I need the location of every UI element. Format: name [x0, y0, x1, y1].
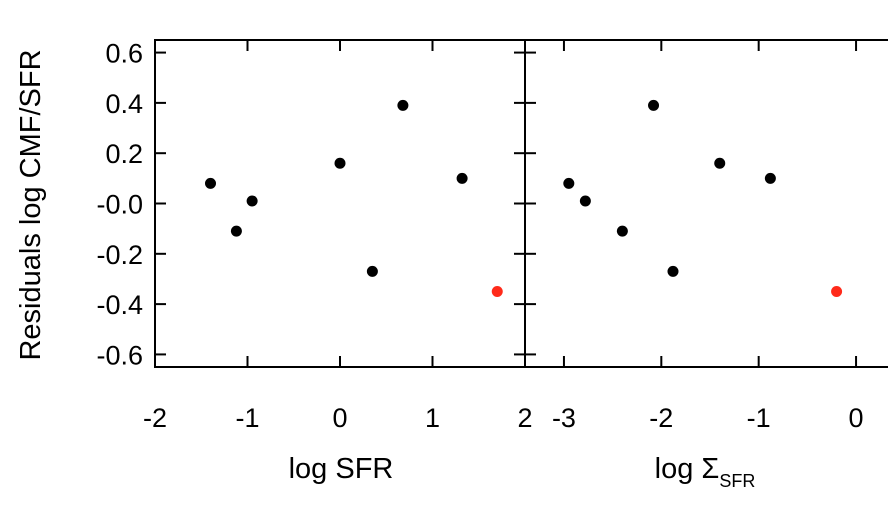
- y-axis-title: Residuals log CMF/SFR: [15, 49, 47, 360]
- right-x-axis-title-subscript: SFR: [719, 471, 755, 491]
- plot-frame-right: [524, 39, 888, 368]
- highlighted-point-left-7: [491, 286, 503, 298]
- data-point-left-1: [230, 225, 242, 237]
- y-tick-label: -0.2: [96, 240, 143, 270]
- data-point-right-0: [563, 177, 575, 189]
- x-tick-label-left: 0: [332, 403, 347, 433]
- data-point-right-5: [714, 157, 726, 169]
- right-x-axis-title: log ΣSFR: [655, 453, 756, 491]
- data-point-left-5: [397, 99, 409, 111]
- y-tick-label: -0.4: [96, 290, 143, 320]
- x-tick-label-right: -1: [747, 403, 771, 433]
- x-tick-label-left: 1: [425, 403, 440, 433]
- y-tick-label: -0.6: [96, 340, 143, 370]
- x-tick-label-left: -1: [235, 403, 259, 433]
- data-point-right-4: [667, 265, 679, 277]
- data-point-left-0: [205, 177, 216, 189]
- x-tick-label-left: 2: [517, 403, 532, 433]
- plot-frame-left: [154, 39, 526, 368]
- y-tick-label: -0.0: [96, 190, 143, 220]
- highlighted-point-right-7: [831, 286, 843, 298]
- data-point-right-3: [648, 99, 660, 111]
- y-tick-label: 0.2: [105, 139, 143, 169]
- y-tick-label: 0.6: [105, 39, 143, 69]
- data-point-right-6: [764, 172, 776, 184]
- right-x-axis-title-main: log Σ: [655, 453, 720, 485]
- left-x-axis-title: log SFR: [289, 453, 394, 485]
- data-point-left-2: [246, 195, 258, 207]
- x-tick-label-right: -2: [649, 403, 673, 433]
- y-tick-label: 0.4: [105, 89, 143, 119]
- x-tick-label-left: -2: [143, 403, 167, 433]
- x-tick-label-right: -3: [552, 403, 576, 433]
- data-point-right-2: [616, 225, 628, 237]
- x-tick-label-right: 0: [849, 403, 864, 433]
- data-point-left-6: [456, 172, 468, 184]
- data-point-left-4: [366, 265, 378, 277]
- data-point-right-1: [579, 195, 591, 207]
- data-point-left-3: [334, 157, 346, 169]
